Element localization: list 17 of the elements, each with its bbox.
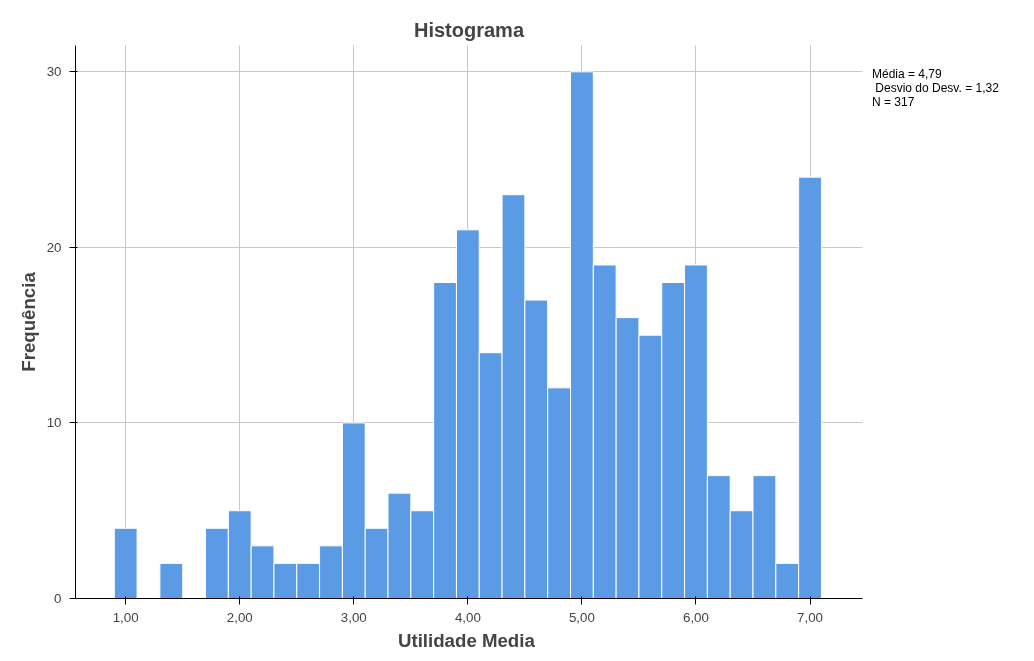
x-tick-label: 1,00: [112, 609, 139, 625]
x-tick-label: 4,00: [454, 609, 481, 625]
y-tick-label: 0: [54, 591, 62, 606]
chart-title: Histograma: [413, 18, 525, 41]
x-tick-label: 7,00: [797, 609, 824, 625]
y-tick-label: 30: [46, 64, 62, 80]
text: N = 317: [872, 94, 915, 109]
y-axis-title: Frequência: [17, 271, 39, 372]
x-tick-label: 6,00: [683, 609, 709, 625]
text: Desvio do Desv. = 1,32: [875, 80, 999, 95]
x-tick-label: 5,00: [568, 609, 595, 625]
text: Média = 4,79: [872, 67, 942, 81]
y-tick-label: 20: [46, 239, 62, 255]
x-axis-title: Utilidade Media: [397, 629, 536, 651]
x-tick-label: 2,00: [226, 609, 253, 625]
x-tick-label: 3,00: [340, 609, 367, 625]
y-tick-label: 10: [46, 415, 62, 431]
